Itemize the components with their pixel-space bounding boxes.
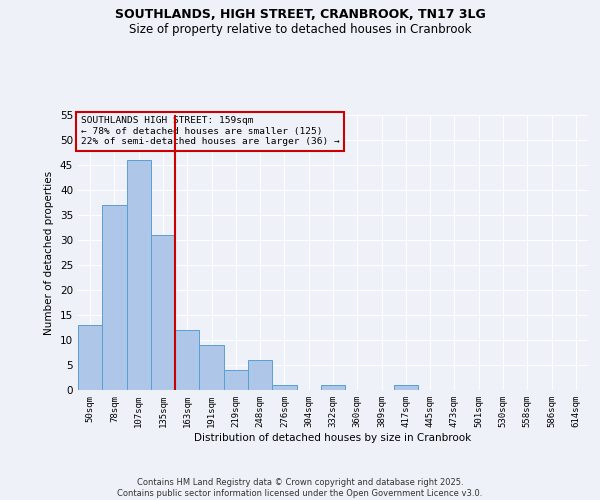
Text: SOUTHLANDS, HIGH STREET, CRANBROOK, TN17 3LG: SOUTHLANDS, HIGH STREET, CRANBROOK, TN17… (115, 8, 485, 20)
Bar (151, 235, 175, 390)
Text: SOUTHLANDS HIGH STREET: 159sqm
← 78% of detached houses are smaller (125)
22% of: SOUTHLANDS HIGH STREET: 159sqm ← 78% of … (80, 116, 340, 146)
X-axis label: Distribution of detached houses by size in Cranbrook: Distribution of detached houses by size … (194, 432, 472, 442)
Bar (199, 345, 224, 390)
Bar (321, 385, 345, 390)
Bar (394, 385, 418, 390)
Text: Size of property relative to detached houses in Cranbrook: Size of property relative to detached ho… (129, 22, 471, 36)
Bar (78, 325, 102, 390)
Bar (175, 330, 199, 390)
Bar (272, 385, 296, 390)
Text: Contains HM Land Registry data © Crown copyright and database right 2025.
Contai: Contains HM Land Registry data © Crown c… (118, 478, 482, 498)
Bar (248, 360, 272, 390)
Bar (127, 160, 151, 390)
Bar (102, 205, 127, 390)
Bar (224, 370, 248, 390)
Y-axis label: Number of detached properties: Number of detached properties (44, 170, 55, 334)
